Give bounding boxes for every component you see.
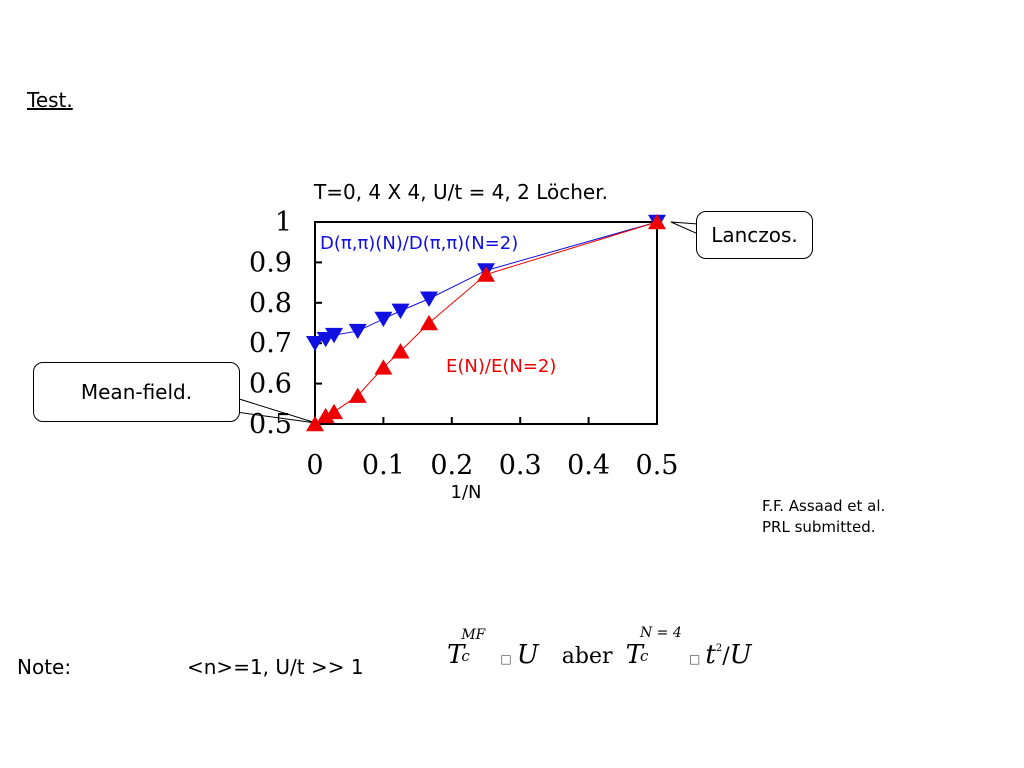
formula-sub-c2: c bbox=[639, 647, 649, 665]
y-tick-label: 0.8 bbox=[249, 288, 292, 319]
formula-sub-c1: c bbox=[461, 647, 470, 665]
y-tick-label: 0.6 bbox=[249, 369, 292, 400]
citation-line-1: F.F. Assaad et al. bbox=[762, 497, 886, 515]
x-axis-label: 1/N bbox=[451, 482, 482, 503]
formula-prop-2: □ bbox=[688, 652, 701, 666]
plot-frame bbox=[314, 221, 658, 425]
data-point bbox=[348, 387, 367, 403]
formula-sup-mf: MF bbox=[461, 627, 486, 643]
formula-prop-1: □ bbox=[500, 652, 512, 666]
data-point bbox=[391, 303, 410, 319]
formula-sup-n4: N = 4 bbox=[639, 625, 682, 641]
data-point bbox=[325, 327, 344, 344]
x-tick-label: 0 bbox=[306, 450, 323, 481]
data-point bbox=[316, 407, 335, 424]
lanczos-callout-pointer bbox=[670, 221, 699, 235]
data-point bbox=[374, 359, 393, 375]
citation-line-2: PRL submitted. bbox=[762, 518, 876, 536]
formula-aber: aber bbox=[561, 644, 613, 669]
y-tick-label: 0.5 bbox=[249, 409, 292, 440]
x-tick-label: 0.2 bbox=[430, 450, 473, 481]
data-point bbox=[348, 323, 367, 340]
x-tick-label: 0.3 bbox=[499, 450, 542, 481]
formula-u2: U bbox=[729, 640, 752, 670]
data-point bbox=[306, 336, 324, 352]
series-label: E(N)/E(N=2) bbox=[446, 356, 556, 377]
y-tick-label: 1 bbox=[275, 207, 292, 238]
x-tick-label: 0.1 bbox=[362, 450, 405, 481]
formula-t-power: 2 bbox=[715, 643, 723, 654]
formula-t-n4: T bbox=[625, 640, 643, 670]
data-point bbox=[306, 415, 324, 432]
data-point bbox=[477, 266, 495, 282]
y-tick-label: 0.9 bbox=[249, 247, 292, 278]
data-point bbox=[648, 213, 666, 230]
data-point bbox=[374, 311, 393, 328]
data-point bbox=[325, 403, 344, 420]
data-point bbox=[420, 291, 439, 307]
note-label: Note: bbox=[17, 655, 72, 679]
data-point bbox=[391, 343, 410, 359]
slide-heading: Test. bbox=[27, 88, 73, 112]
critical-temperature-formula: T MF c □ U aber T N = 4 c □ t2/U bbox=[447, 625, 752, 690]
meanfield-callout: Mean-field. bbox=[33, 362, 240, 422]
formula-t-mf: T bbox=[447, 640, 465, 670]
citation: F.F. Assaad et al. PRL submitted. bbox=[762, 496, 885, 538]
formula-u1: U bbox=[516, 640, 539, 670]
x-tick-label: 0.4 bbox=[567, 450, 610, 481]
series-label: D(π,π)(N)/D(π,π)(N=2) bbox=[320, 233, 518, 254]
x-tick-label: 0.5 bbox=[636, 450, 679, 481]
lanczos-callout: Lanczos. bbox=[696, 211, 813, 259]
data-point bbox=[420, 314, 439, 331]
formula-slash: / bbox=[722, 644, 730, 669]
y-tick-label: 0.7 bbox=[249, 328, 292, 359]
formula-t: t bbox=[705, 640, 716, 670]
note-condition: <n>=1, U/t >> 1 bbox=[187, 655, 364, 679]
chart-title: T=0, 4 X 4, U/t = 4, 2 Löcher. bbox=[314, 180, 608, 204]
